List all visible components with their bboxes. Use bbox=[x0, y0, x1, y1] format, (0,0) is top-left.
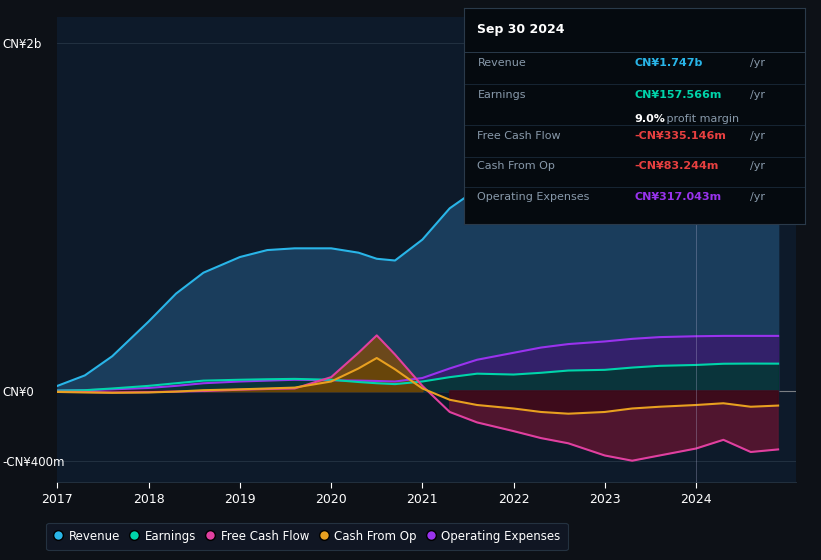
Text: /yr: /yr bbox=[750, 161, 765, 171]
Text: CN¥157.566m: CN¥157.566m bbox=[635, 90, 722, 100]
Text: Sep 30 2024: Sep 30 2024 bbox=[478, 24, 565, 36]
Text: -CN¥335.146m: -CN¥335.146m bbox=[635, 131, 726, 141]
Text: Revenue: Revenue bbox=[478, 58, 526, 68]
Text: /yr: /yr bbox=[750, 58, 765, 68]
Text: 9.0%: 9.0% bbox=[635, 114, 665, 124]
Text: CN¥1.747b: CN¥1.747b bbox=[635, 58, 703, 68]
Text: Operating Expenses: Operating Expenses bbox=[478, 192, 589, 202]
Text: profit margin: profit margin bbox=[663, 114, 739, 124]
Text: /yr: /yr bbox=[750, 90, 765, 100]
Text: Cash From Op: Cash From Op bbox=[478, 161, 555, 171]
Text: Free Cash Flow: Free Cash Flow bbox=[478, 131, 561, 141]
Legend: Revenue, Earnings, Free Cash Flow, Cash From Op, Operating Expenses: Revenue, Earnings, Free Cash Flow, Cash … bbox=[46, 523, 568, 550]
Text: /yr: /yr bbox=[750, 131, 765, 141]
Text: CN¥317.043m: CN¥317.043m bbox=[635, 192, 722, 202]
Text: -CN¥83.244m: -CN¥83.244m bbox=[635, 161, 718, 171]
Text: Earnings: Earnings bbox=[478, 90, 526, 100]
Text: /yr: /yr bbox=[750, 192, 765, 202]
